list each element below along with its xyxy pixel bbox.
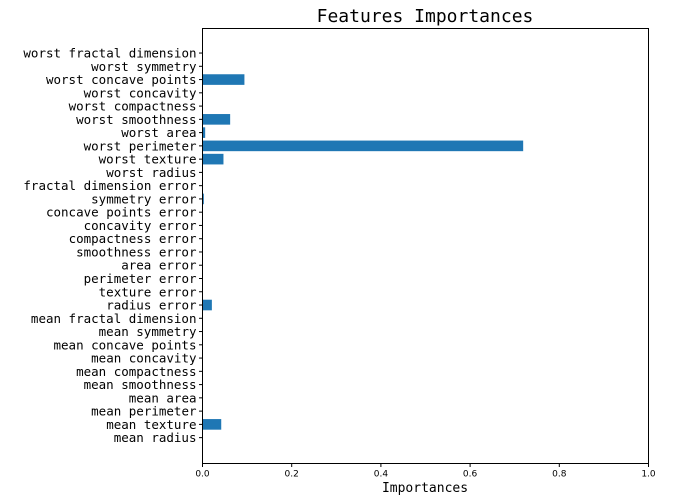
y-tick-label: mean texture (106, 417, 196, 432)
bar-worst-smoothness (202, 114, 231, 125)
y-tick-label: mean symmetry (99, 324, 197, 339)
y-tick-label: worst perimeter (84, 138, 197, 153)
y-tick-label: worst fractal dimension (23, 46, 196, 61)
y-tick-label: smoothness error (76, 244, 197, 259)
y-tick-label: mean smoothness (84, 377, 197, 392)
bar-mean-texture (202, 419, 222, 430)
y-tick-label: mean compactness (76, 364, 196, 379)
y-tick-label: worst area (121, 125, 196, 140)
chart-title: Features Importances (317, 6, 534, 27)
y-tick-label: worst concave points (46, 72, 197, 87)
y-tick-label: worst texture (99, 152, 197, 167)
bars (202, 74, 524, 430)
x-tick-label: 0.2 (285, 470, 299, 480)
y-tick-label: worst radius (106, 165, 196, 180)
y-tick-label: texture error (99, 284, 197, 299)
y-tick-label: concavity error (84, 218, 197, 233)
bar-symmetry-error (202, 193, 204, 205)
y-tick-label: radius error (106, 298, 197, 313)
y-tick-label: mean perimeter (91, 404, 197, 419)
x-tick-label: 0.0 (195, 470, 210, 480)
x-axis-ticks: 0.0 0.2 0.4 0.6 0.8 1.0 (195, 463, 656, 480)
x-tick-label: 0.8 (552, 470, 567, 480)
bar-worst-concave-points (202, 74, 245, 85)
y-tick-label: worst concavity (84, 85, 197, 100)
y-tick-label: fractal dimension error (23, 178, 197, 193)
bar-radius-error (202, 299, 212, 311)
x-tick-label: 1.0 (641, 470, 656, 480)
y-tick-label: mean concavity (91, 351, 197, 366)
y-tick-label: mean concave points (54, 337, 197, 352)
bar-worst-perimeter (202, 140, 524, 152)
y-tick-label: concave points error (46, 205, 197, 220)
y-tick-label: mean radius (114, 430, 197, 445)
y-tick-label: perimeter error (84, 271, 197, 286)
y-tick-label: worst compactness (69, 99, 197, 114)
y-tick-label: symmetry error (91, 191, 197, 206)
y-tick-label: worst symmetry (91, 59, 197, 74)
bar-worst-texture (202, 153, 224, 165)
y-tick-label: mean area (129, 390, 197, 405)
bar-worst-area (202, 127, 206, 138)
x-axis-label: Importances (382, 481, 468, 496)
x-tick-label: 0.6 (463, 470, 478, 480)
x-tick-label: 0.4 (374, 470, 389, 480)
y-tick-label: worst smoothness (76, 112, 196, 127)
y-tick-label: compactness error (69, 231, 197, 246)
y-tick-label: mean fractal dimension (31, 311, 197, 326)
plot-frame (202, 28, 649, 464)
y-tick-label: area error (121, 258, 197, 273)
